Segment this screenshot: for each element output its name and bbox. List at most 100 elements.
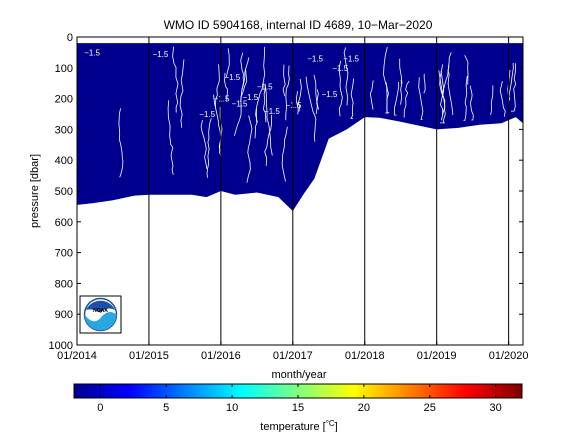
contour-label: −1.5 bbox=[214, 95, 230, 104]
x-tick-label: 01/2018 bbox=[345, 350, 385, 362]
contour-line bbox=[507, 62, 514, 104]
contour-label: −1.5 bbox=[322, 90, 338, 99]
contour-line bbox=[264, 83, 273, 156]
colorbar-tick-label: 10 bbox=[226, 402, 238, 414]
contour-line bbox=[315, 89, 319, 115]
x-tick-label: 01/2020 bbox=[489, 350, 529, 362]
contour-label: −1.5 bbox=[264, 107, 280, 116]
contour-line bbox=[403, 80, 410, 118]
contour-line bbox=[469, 85, 474, 121]
colorbar-label: temperature [°C] bbox=[260, 419, 337, 432]
contour-line bbox=[305, 76, 317, 142]
contour-lines: −1.5 −1.5−1.5−1.5−1.5−1.5−1.5−1.5−1.5−1.5… bbox=[84, 46, 517, 183]
contour-line bbox=[206, 118, 212, 178]
contour-line bbox=[296, 91, 299, 115]
contour-line bbox=[282, 64, 286, 97]
contour-line bbox=[240, 52, 245, 102]
logo-text: NOAA bbox=[93, 308, 108, 314]
temperature-field bbox=[77, 43, 523, 212]
y-tick-label: 400 bbox=[55, 155, 73, 167]
contour-label: −1.5 bbox=[232, 99, 248, 108]
logo-sky bbox=[86, 300, 115, 313]
x-axis-label: month/year bbox=[271, 369, 326, 381]
contour-line bbox=[179, 59, 185, 128]
colorbar-tick-label: 5 bbox=[163, 402, 169, 414]
y-axis-label: pressure [dbar] bbox=[29, 154, 41, 228]
y-tick-label: 100 bbox=[55, 63, 73, 75]
y-tick-label: 1000 bbox=[49, 340, 73, 352]
x-tick-label: 01/2014 bbox=[57, 350, 97, 362]
y-tick-label: 800 bbox=[55, 278, 73, 290]
colorbar-tick-label: 15 bbox=[292, 402, 304, 414]
contour-line bbox=[255, 46, 266, 123]
contour-line bbox=[499, 81, 506, 117]
plot-area: −1.5 −1.5−1.5−1.5−1.5−1.5−1.5−1.5−1.5−1.5… bbox=[49, 32, 529, 362]
contour-line bbox=[118, 108, 124, 178]
contour-line bbox=[440, 70, 446, 124]
x-axis-ticks: 01/2014 01/2015 01/2016 01/2017 01/2018 01/20… bbox=[57, 341, 528, 362]
contour-line bbox=[297, 78, 302, 112]
contour-label: −1.5 bbox=[307, 55, 323, 64]
colorbar-tick-label: 30 bbox=[490, 402, 502, 414]
contour-label: −1.5 bbox=[343, 55, 359, 64]
y-tick-label: 200 bbox=[55, 94, 73, 106]
contour-line bbox=[167, 100, 174, 175]
contour-line bbox=[418, 77, 424, 120]
contour-line bbox=[393, 81, 400, 116]
x-tick-label: 01/2017 bbox=[273, 350, 313, 362]
contour-line bbox=[369, 80, 374, 110]
y-tick-label: 0 bbox=[67, 32, 73, 44]
y-tick-label: 600 bbox=[55, 217, 73, 229]
colorbar-tick-label: 0 bbox=[97, 402, 103, 414]
contour-label: −1.5 bbox=[286, 101, 302, 110]
colorbar-tick-label: 25 bbox=[424, 402, 436, 414]
contour-label: −1.5 bbox=[199, 110, 215, 119]
contour-line bbox=[313, 74, 319, 110]
contour-line bbox=[350, 78, 355, 119]
contour-line bbox=[343, 47, 349, 106]
contour-line bbox=[172, 46, 179, 113]
contour-label: −1.5 bbox=[242, 93, 258, 102]
colorbar-tick-label: 20 bbox=[358, 402, 370, 414]
contour-line bbox=[441, 52, 452, 94]
contour-label: −1.5 bbox=[153, 50, 169, 59]
contour-line bbox=[226, 48, 230, 78]
colorbar: 0 5 10 15 20 25 30 temperature [°C] bbox=[73, 383, 523, 432]
logo-wave bbox=[84, 311, 117, 331]
y-tick-label: 900 bbox=[55, 309, 73, 321]
contour-line bbox=[510, 63, 517, 112]
chart-title: WMO ID 5904168, internal ID 4689, 10−Mar… bbox=[164, 18, 433, 32]
contour-line bbox=[285, 65, 290, 121]
y-axis-ticks: 0 100 200 300 400 500 600 700 800 900 1000 bbox=[49, 32, 523, 352]
y-tick-label: 500 bbox=[55, 186, 73, 198]
contour-line bbox=[254, 108, 258, 139]
y-tick-label: 700 bbox=[55, 248, 73, 260]
contour-line bbox=[463, 75, 468, 121]
contour-line bbox=[423, 73, 426, 94]
contour-label: −1.5 bbox=[257, 82, 273, 91]
contour-line bbox=[262, 87, 267, 123]
contour-label: −1.5 bbox=[224, 73, 240, 82]
contour-line bbox=[215, 64, 220, 109]
colorbar-ticks: 0 5 10 15 20 25 30 bbox=[97, 384, 502, 414]
contour-line bbox=[490, 85, 494, 115]
temperature-field-shape bbox=[77, 43, 523, 212]
noaa-logo: NOAA bbox=[79, 295, 122, 334]
x-tick-label: 01/2019 bbox=[417, 350, 457, 362]
x-tick-label: 01/2015 bbox=[129, 350, 169, 362]
contour-line bbox=[200, 119, 208, 170]
y-tick-label: 300 bbox=[55, 124, 73, 136]
contour-line bbox=[224, 72, 229, 101]
contour-line bbox=[281, 126, 288, 182]
x-tick-label: 01/2016 bbox=[201, 350, 241, 362]
contour-line bbox=[219, 106, 223, 157]
contour-line bbox=[213, 94, 222, 154]
contour-label: −1.5 bbox=[332, 64, 348, 73]
contour-line bbox=[264, 114, 272, 166]
contour-line bbox=[464, 55, 469, 85]
contour-line bbox=[399, 58, 403, 84]
contour-line bbox=[246, 115, 253, 183]
year-gridlines bbox=[148, 37, 510, 345]
contour-line bbox=[383, 47, 389, 114]
